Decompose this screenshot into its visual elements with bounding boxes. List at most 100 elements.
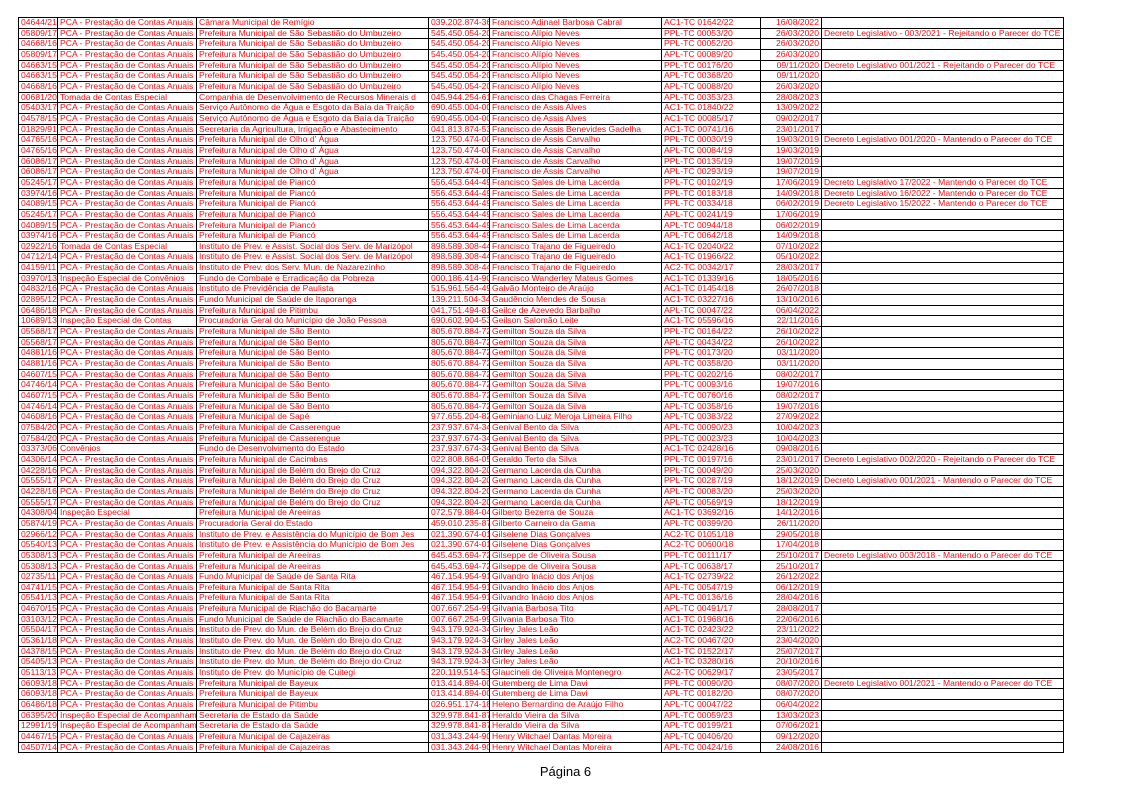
cpf: 045.944.254-61 — [428, 91, 490, 104]
decision-date: 13/09/2022 — [760, 102, 822, 114]
person-name: Francisco de Assis Benevides Gadelha — [489, 123, 662, 136]
entity: Instituto de Prev. do Município de Cuite… — [196, 667, 429, 679]
decision-date: 18/12/2019 — [760, 496, 822, 509]
process-type: PCA - Prestação de Contas Anuais — [57, 59, 197, 72]
decision: PPL-TC 00090/20 — [661, 677, 761, 690]
observation — [821, 102, 1064, 114]
entity: Prefeitura Municipal de São Bento — [196, 347, 429, 359]
person-name: Gemilton Souza da Silva — [489, 358, 662, 370]
entity: Instituto de Prev. do Mun. de Belém do B… — [196, 635, 429, 647]
process-type: Tomada de Contas Especial — [57, 240, 197, 253]
table-row: 05540/13 PCA - Prestação de Contas Anuais… — [18, 539, 1064, 551]
observation — [821, 464, 1064, 477]
cpf: 094.322.804-20 — [428, 464, 490, 477]
cpf: 805.670.884-72 — [428, 379, 490, 391]
cpf: 041.751.494-81 — [428, 304, 490, 317]
entity: Prefeitura Municipal de Riachão do Bacam… — [196, 603, 429, 615]
observation: Decreto Legislativo 002/2020 - Rejeitand… — [821, 453, 1064, 466]
table-row: 02895/12 PCA - Prestação de Contas Anuais… — [18, 294, 1064, 306]
decision: APL-TC 00638/17 — [661, 560, 761, 573]
table-row: 05555/17 PCA - Prestação de Contas Anuais… — [18, 496, 1064, 509]
decision: PPL-TC 00030/19 — [661, 134, 761, 146]
person-name: Gilselene Dias Gonçalves — [489, 528, 662, 541]
entity: Procuradoria Geral do Município de João … — [196, 315, 429, 328]
process-type: PCA - Prestação de Contas Anuais — [57, 198, 197, 210]
decision: AC1-TC 05596/16 — [661, 315, 761, 328]
decision: APL-TC 00406/20 — [661, 730, 761, 743]
process-type: PCA - Prestação de Contas Anuais — [57, 48, 197, 61]
entity: Prefeitura Municipal de São Sebastião do… — [196, 59, 429, 72]
cpf: 805.670.884-72 — [428, 326, 490, 338]
entity: Prefeitura Municipal de São Sebastião do… — [196, 70, 429, 82]
decision-date: 09/11/2020 — [760, 59, 822, 72]
cpf: 556.453.644-49 — [428, 219, 490, 232]
process-type: PCA - Prestação de Contas Anuais — [57, 230, 197, 242]
person-name: Gemilton Souza da Silva — [489, 347, 662, 359]
table-row: 04663/15 PCA - Prestação de Contas Anuais… — [18, 59, 1064, 72]
process-number: 04467/15 — [18, 730, 58, 743]
decision: PPL-TC 00197/16 — [661, 453, 761, 466]
process-number: 04881/16 — [18, 358, 58, 370]
decision: APL-TC 00047/22 — [661, 304, 761, 317]
table-row: 03103/12 PCA - Prestação de Contas Anuais… — [18, 613, 1064, 626]
entity: Fundo Municipal de Saúde de Santa Rita — [196, 571, 429, 583]
cpf: 690.455.004-00 — [428, 102, 490, 114]
cpf: 123.750.474-00 — [428, 155, 490, 168]
process-type: PCA - Prestação de Contas Anuais — [57, 336, 197, 349]
decision: APL-TC 00293/19 — [661, 166, 761, 178]
decision: AC1-TC 03692/16 — [661, 507, 761, 519]
decision-date: 22/06/2016 — [760, 613, 822, 626]
table-row: 04881/16 PCA - Prestação de Contas Anuais… — [18, 347, 1064, 359]
entity: Prefeitura Municipal de Piancó — [196, 187, 429, 200]
process-type: PCA - Prestação de Contas Anuais — [57, 347, 197, 359]
decision-date: 25/10/2017 — [760, 560, 822, 573]
entity: Prefeitura Municipal de Santa Rita — [196, 581, 429, 594]
decision: AC1-TC 01522/17 — [661, 645, 761, 658]
decision-date: 19/07/2016 — [760, 379, 822, 391]
process-type: PCA - Prestação de Contas Anuais — [57, 496, 197, 509]
person-name: Gemilton Souza da Silva — [489, 379, 662, 391]
person-name: Francisco de Assis Carvalho — [489, 144, 662, 157]
entity: Prefeitura Municipal de Bayeux — [196, 688, 429, 700]
cpf: 031.343.244-90 — [428, 730, 490, 743]
observation — [821, 48, 1064, 61]
entity: Prefeitura Municipal de São Bento — [196, 326, 429, 338]
cpf: 556.453.644-49 — [428, 176, 490, 189]
person-name: Francisco Trajano de Figueiredo — [489, 240, 662, 253]
decision: APL-TC 00424/16 — [661, 741, 761, 754]
decision-date: 28/08/2023 — [760, 91, 822, 104]
table-row: 02922/16 Tomada de Contas Especial Institu… — [18, 240, 1064, 253]
decision-date: 05/10/2022 — [760, 251, 822, 264]
decision: APL-TC 00083/20 — [661, 485, 761, 498]
process-number: 04607/15 — [18, 389, 58, 402]
observation: Decreto Legislativo 16/2022 - Mantendo o… — [821, 187, 1064, 200]
decision-date: 07/10/2022 — [760, 240, 822, 253]
process-number: 04507/14 — [18, 741, 58, 754]
entity: Instituto de Prev. e Assistência do Muni… — [196, 539, 429, 551]
observation — [821, 123, 1064, 136]
decision-date: 08/02/2017 — [760, 389, 822, 402]
entity: Prefeitura Municipal de Santa Rita — [196, 592, 429, 605]
entity: Prefeitura Municipal de Pitimbu — [196, 699, 429, 711]
cpf: 021.390.674-01 — [428, 528, 490, 541]
process-type: PCA - Prestação de Contas Anuais — [57, 389, 197, 402]
table-row: 04668/16 PCA - Prestação de Contas Anuais… — [18, 80, 1064, 93]
process-type: PCA - Prestação de Contas Anuais — [57, 645, 197, 658]
observation: Decreto Legislativo 001/2021 - Rejeitand… — [821, 59, 1064, 72]
decision-date: 18/05/2016 — [760, 272, 822, 285]
process-number: 05555/17 — [18, 475, 58, 487]
process-number: 04670/15 — [18, 603, 58, 615]
table-row: 07584/20 PCA - Prestação de Contas Anuais… — [18, 421, 1064, 434]
entity: Prefeitura Municipal de São Sebastião do… — [196, 27, 429, 40]
entity: Prefeitura Municipal de Areeiras — [196, 560, 429, 573]
observation: Decreto Legislativo 001/2020 - Mantendo … — [821, 134, 1064, 146]
cpf: 026.951.174-18 — [428, 699, 490, 711]
table-row: 04832/16 PCA - Prestação de Contas Anuais… — [18, 283, 1064, 296]
entity: Secretaria da Agricultura, Irrigação e A… — [196, 123, 429, 136]
table-row: 04607/15 PCA - Prestação de Contas Anuais… — [18, 389, 1064, 402]
decision: PPL-TC 00135/19 — [661, 155, 761, 168]
person-name: Girley Jales Leão — [489, 656, 662, 669]
cpf: 123.750.474-00 — [428, 134, 490, 146]
process-type: PCA - Prestação de Contas Anuais — [57, 581, 197, 594]
cpf: 977.655.204-82 — [428, 411, 490, 423]
